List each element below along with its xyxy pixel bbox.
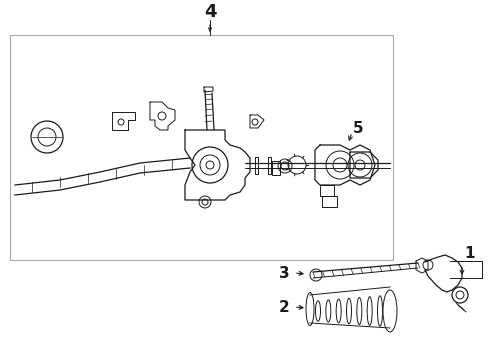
Text: 3: 3 <box>279 266 289 280</box>
Text: 4: 4 <box>204 3 216 21</box>
Text: 2: 2 <box>279 300 290 315</box>
Text: 5: 5 <box>353 121 363 135</box>
Bar <box>10 35 393 260</box>
Bar <box>272 161 280 175</box>
Text: 1: 1 <box>465 246 475 261</box>
